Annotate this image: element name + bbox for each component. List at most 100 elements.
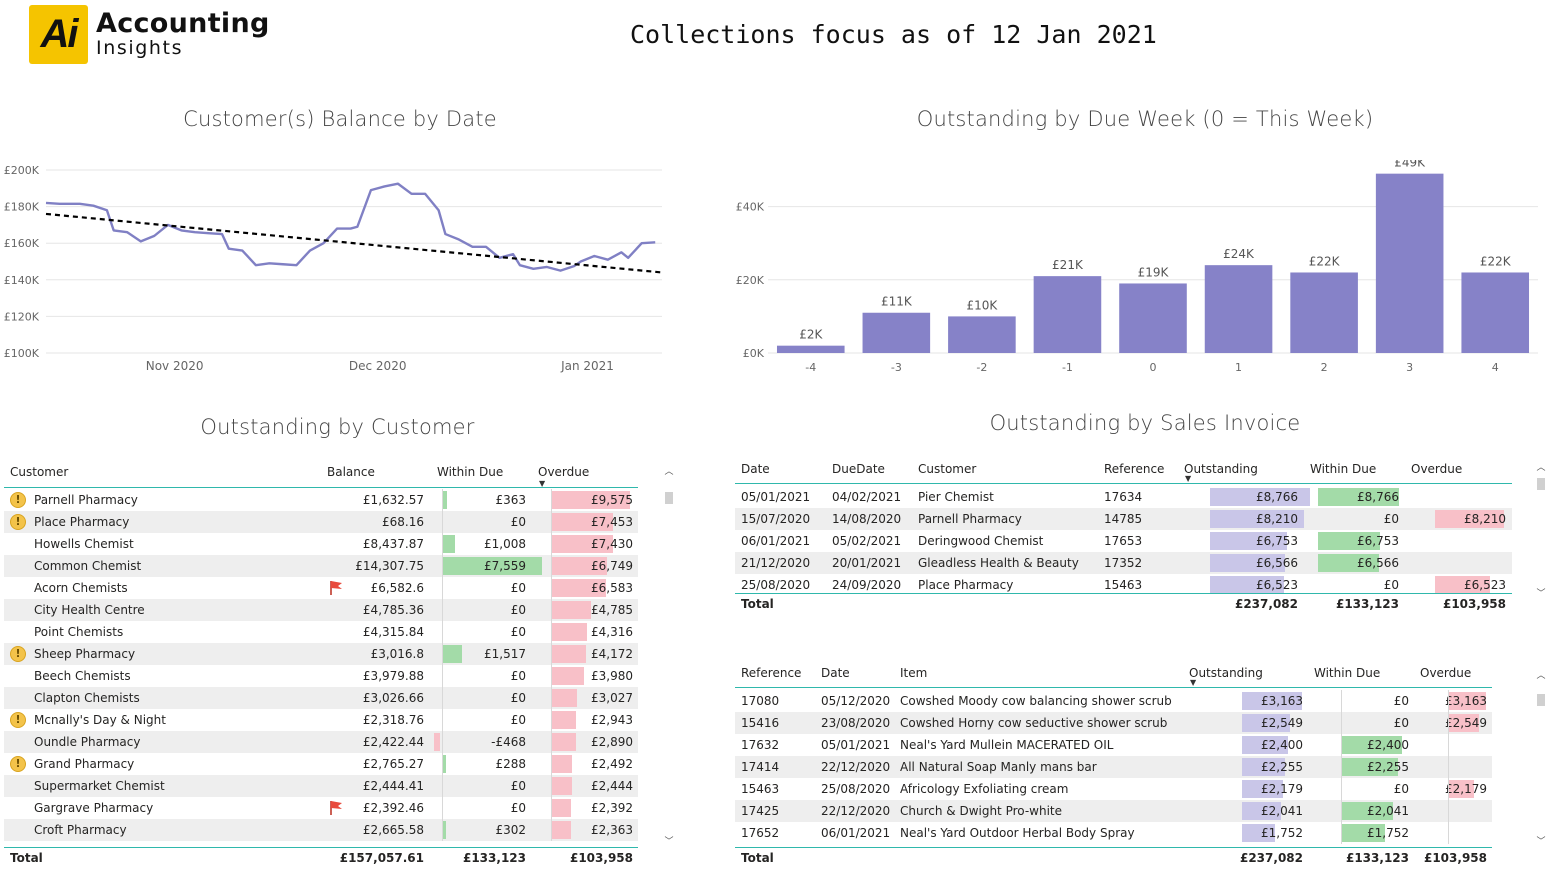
- item-table-scrollbar[interactable]: ︿ ﹀: [1536, 666, 1546, 852]
- col-header-item[interactable]: Item: [900, 666, 928, 680]
- sort-desc-icon: ▼: [1190, 678, 1197, 687]
- outstanding-cell: £2,549: [1261, 716, 1303, 730]
- outstanding-cell: £2,041: [1261, 804, 1303, 818]
- scroll-down-icon[interactable]: ﹀: [664, 837, 674, 847]
- table-row[interactable]: Oundle Pharmacy £2,422.44 -£468 £2,890: [4, 731, 638, 753]
- item-cell: Cowshed Moody cow balancing shower scrub: [900, 694, 1172, 708]
- table-row[interactable]: Gargrave Pharmacy £2,392.46 £0 £2,392: [4, 797, 638, 819]
- bar[interactable]: [862, 312, 931, 353]
- table-row[interactable]: City Health Centre £4,785.36 £0 £4,785: [4, 599, 638, 621]
- date-cell: 06/01/2021: [821, 826, 891, 840]
- bar-chart[interactable]: £40K £20K £0K £2K -4 £11K -3 £10K -2 £21K -1 £19K 0 £…: [728, 160, 1548, 380]
- x-tick-label: 3: [1406, 361, 1413, 374]
- bar[interactable]: [1375, 173, 1444, 353]
- scroll-up-icon[interactable]: ︿: [1536, 671, 1546, 681]
- table-row[interactable]: Acorn Chemists £6,582.6 £0 £6,583: [4, 577, 638, 599]
- outstanding-cell: £1,752: [1261, 826, 1303, 840]
- scroll-up-icon[interactable]: ︿: [1536, 463, 1546, 473]
- customer-name: Clapton Chemists: [34, 691, 140, 705]
- y-tick-label: £100K: [4, 347, 40, 360]
- customer-name: Croft Pharmacy: [34, 823, 127, 837]
- table-row[interactable]: 17632 05/01/2021 Neal's Yard Mullein MACER…: [735, 734, 1492, 756]
- reference-cell: 17352: [1104, 556, 1143, 570]
- within-due-bar: [442, 821, 446, 839]
- invoice-table-scrollbar[interactable]: ︿ ﹀: [1536, 458, 1546, 608]
- bar[interactable]: [1119, 283, 1187, 353]
- col-header-outstanding[interactable]: Outstanding: [1184, 462, 1258, 476]
- table-row[interactable]: 06/01/2021 05/02/2021 Deringwood Chemist 17…: [735, 530, 1512, 552]
- scroll-thumb[interactable]: [665, 492, 673, 504]
- table-row[interactable]: 17080 05/12/2020 Cowshed Moody cow balanci…: [735, 690, 1492, 712]
- customer-table-scrollbar[interactable]: ︿ ﹀: [664, 462, 674, 854]
- x-tick-label: -2: [976, 361, 987, 374]
- bar[interactable]: [1033, 276, 1102, 353]
- scroll-thumb[interactable]: [1537, 694, 1545, 706]
- table-row[interactable]: ! Sheep Pharmacy £3,016.8 £1,517 £4,172: [4, 643, 638, 665]
- column-separator: [442, 489, 443, 841]
- table-row[interactable]: ! Parnell Pharmacy £1,632.57 £363 £9,575: [4, 489, 638, 511]
- col-header-overdue[interactable]: Overdue: [1420, 666, 1472, 680]
- col-header-date[interactable]: Date: [821, 666, 850, 680]
- series-line[interactable]: [45, 182, 656, 272]
- bar-data-label: £22K: [1309, 254, 1341, 268]
- customer-table[interactable]: Customer Balance Within Due Overdue ▼ ! P…: [4, 455, 644, 869]
- col-header-within-due[interactable]: Within Due: [437, 465, 504, 479]
- table-row[interactable]: 15/07/2020 14/08/2020 Parnell Pharmacy 1478…: [735, 508, 1512, 530]
- item-table[interactable]: Reference Date Item Outstanding Within D…: [735, 656, 1495, 869]
- bar[interactable]: [1461, 272, 1530, 353]
- x-tick-label: 2: [1321, 361, 1328, 374]
- balance-cell: £4,315.84: [362, 625, 424, 639]
- bar[interactable]: [1204, 265, 1273, 353]
- col-header-reference[interactable]: Reference: [1104, 462, 1165, 476]
- invoice-table-title: Outstanding by Sales Invoice: [989, 411, 1301, 435]
- table-row[interactable]: 17425 22/12/2020 Church & Dwight Pro-white…: [735, 800, 1492, 822]
- table-row[interactable]: Supermarket Chemist £2,444.41 £0 £2,444: [4, 775, 638, 797]
- bar[interactable]: [948, 316, 1016, 353]
- bar[interactable]: [776, 345, 845, 353]
- col-header-date[interactable]: Date: [741, 462, 770, 476]
- line-chart[interactable]: £200K £180K £160K £140K £120K £100K Nov 2020 De…: [0, 160, 670, 380]
- customer-cell: Gleadless Health & Beauty: [918, 556, 1079, 570]
- table-row[interactable]: Howells Chemist £8,437.87 £1,008 £7,430: [4, 533, 638, 555]
- col-header-customer[interactable]: Customer: [10, 465, 69, 479]
- col-header-outstanding[interactable]: Outstanding: [1189, 666, 1263, 680]
- table-row[interactable]: 17414 22/12/2020 All Natural Soap Manly ma…: [735, 756, 1492, 778]
- table-row[interactable]: ! Place Pharmacy £68.16 £0 £7,453: [4, 511, 638, 533]
- bar[interactable]: [1290, 272, 1358, 353]
- overdue-cell: £4,785: [591, 603, 633, 617]
- col-header-within-due[interactable]: Within Due: [1314, 666, 1381, 680]
- outstanding-cell: £2,400: [1261, 738, 1303, 752]
- y-tick-label: £20K: [736, 274, 765, 287]
- table-row[interactable]: 25/08/2020 24/09/2020 Place Pharmacy 15463 £…: [735, 574, 1512, 596]
- table-row[interactable]: Point Chemists £4,315.84 £0 £4,316: [4, 621, 638, 643]
- col-header-overdue[interactable]: Overdue: [1411, 462, 1463, 476]
- col-header-overdue[interactable]: Overdue: [538, 465, 590, 479]
- within-due-cell: £0: [1383, 512, 1399, 526]
- table-row[interactable]: 05/01/2021 04/02/2021 Pier Chemist 17634 £8,…: [735, 486, 1512, 508]
- table-row[interactable]: 21/12/2020 20/01/2021 Gleadless Health & B…: [735, 552, 1512, 574]
- col-header-balance[interactable]: Balance: [327, 465, 375, 479]
- table-row[interactable]: ! Mcnally's Day & Night £2,318.76 £0 £2,943: [4, 709, 638, 731]
- overdue-cell: £4,172: [591, 647, 633, 661]
- col-header-due-date[interactable]: DueDate: [832, 462, 885, 476]
- table-row[interactable]: Beech Chemists £3,979.88 £0 £3,980: [4, 665, 638, 687]
- table-row[interactable]: 15463 25/08/2020 Africology Exfoliating cr…: [735, 778, 1492, 800]
- page-title: Collections focus as of 12 Jan 2021: [630, 20, 1157, 49]
- due-date-cell: 24/09/2020: [832, 578, 902, 592]
- table-row[interactable]: ! Grand Pharmacy £2,765.27 £288 £2,492: [4, 753, 638, 775]
- due-date-cell: 14/08/2020: [832, 512, 902, 526]
- table-row[interactable]: 15416 23/08/2020 Cowshed Horny cow seducti…: [735, 712, 1492, 734]
- table-row[interactable]: 17652 06/01/2021 Neal's Yard Outdoor Herba…: [735, 822, 1492, 844]
- table-row[interactable]: Croft Pharmacy £2,665.58 £302 £2,363: [4, 819, 638, 841]
- invoice-table[interactable]: Date DueDate Customer Reference Outstand…: [735, 452, 1515, 617]
- col-header-customer[interactable]: Customer: [918, 462, 977, 476]
- col-header-reference[interactable]: Reference: [741, 666, 802, 680]
- table-row[interactable]: Clapton Chemists £3,026.66 £0 £3,027: [4, 687, 638, 709]
- scroll-down-icon[interactable]: ﹀: [1536, 589, 1546, 599]
- table-row[interactable]: Common Chemist £14,307.75 £7,559 £6,749: [4, 555, 638, 577]
- col-header-within-due[interactable]: Within Due: [1310, 462, 1377, 476]
- overdue-bar: [552, 755, 573, 773]
- scroll-up-icon[interactable]: ︿: [664, 467, 674, 477]
- scroll-thumb[interactable]: [1537, 478, 1545, 490]
- scroll-down-icon[interactable]: ﹀: [1536, 837, 1546, 847]
